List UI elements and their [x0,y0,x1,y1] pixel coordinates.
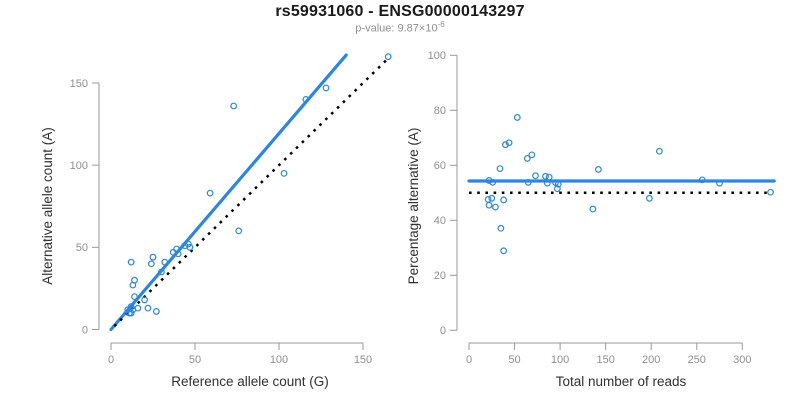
right-plot-point [492,203,499,211]
right-plot-point [589,205,597,213]
right-plot-point [524,178,532,186]
axes-layer: 0 50 100 150 0 50 100 150 0 20 40 60 80 100 0 50 100 150 2… [70,50,752,366]
left-plot-point [302,96,310,103]
pvalue-exponent: -6 [437,20,445,29]
left-plot-point [280,169,288,177]
left-plot-point [184,240,192,248]
right-plot-point [698,176,706,184]
left-plot-x-tick-label: 150 [354,354,372,366]
left-plot-x-tick-label: 50 [189,354,201,366]
right-plot-y-tick-label: 0 [440,325,446,337]
right-plot-point [543,179,551,187]
right-plot-point [523,155,531,162]
right-plot-point [513,114,521,121]
right-plot-point [488,194,496,202]
right-plot-point [484,195,492,203]
right-plot-point [545,173,553,181]
left-plot-identity-line [113,55,391,328]
left-plot-point [235,227,243,235]
right-plot-y-axis-title: Percentage alternative (A) [406,128,421,285]
right-plot-point [505,139,513,147]
left-plot-point [384,53,392,61]
left-plot-point [230,102,238,110]
right-plot-y-tick-label: 60 [434,160,446,172]
right-plot-y-tick-label: 80 [434,105,446,117]
right-plot-x-tick-label: 200 [642,354,660,366]
left-plot-y-tick-label: 150 [70,78,88,90]
right-plot-point [716,179,723,187]
left-plot-y-tick-label: 100 [70,160,88,172]
left-plot-point [134,304,142,312]
right-plot-point [594,166,602,173]
left-plot-point [141,296,149,304]
left-plot-point [147,260,155,268]
left-plot-point [131,293,138,301]
left-plot-point [149,253,157,261]
right-plot-point [485,201,493,209]
right-plot-x-axis-title: Total number of reads [556,374,687,389]
right-plot-point [542,172,549,180]
plot-subtitle: p-value: 9.87×10-6 [0,20,800,35]
right-plot-y-tick-label: 20 [434,270,446,282]
left-plot-y-axis-title: Alternative allele count (A) [40,127,55,285]
right-plot-x-tick-label: 300 [733,354,751,366]
left-plot-fit-line [109,53,348,332]
right-plot-point [553,185,561,193]
right-plot-y-tick-label: 40 [434,215,446,227]
right-plot-point [497,224,505,232]
right-plot-x-tick-label: 0 [466,354,472,366]
plot-title: rs59931060 - ENSG00000143297 [275,3,525,20]
right-plot-point [552,179,559,187]
left-plot-point [169,248,177,256]
right-plot-point [496,165,504,173]
left-plot-point [186,243,194,251]
left-plot-x-axis-title: Reference allele count (G) [171,374,329,389]
left-plot-point [322,84,330,92]
right-plot-point [767,188,774,196]
right-plot-point [500,247,508,255]
left-plot-y-tick-label: 0 [82,324,88,336]
right-plot-point [645,194,653,202]
right-plot-point [485,177,493,184]
right-plot-x-tick-label: 50 [508,354,520,366]
left-plot-point [129,281,137,289]
right-plot-point [489,178,497,186]
left-plot-point [144,304,152,312]
right-plot-point [500,196,508,204]
left-plot-point [152,308,160,315]
right-plot-x-tick-label: 150 [596,354,614,366]
left-plot-x-tick-label: 0 [108,354,114,366]
left-plot-y-tick-label: 50 [76,242,88,254]
left-plot-point [206,189,214,197]
left-plot-point [126,309,133,317]
data-layer [109,53,776,332]
right-plot-y-tick-label: 100 [428,50,446,62]
right-plot-point [502,141,509,149]
left-plot-point [161,258,169,266]
left-plot-x-tick-label: 100 [270,354,288,366]
left-plot-point [127,258,135,266]
right-plot-point [655,147,663,155]
pvalue-text: p-value: 9.87×10 [355,22,438,35]
right-plot-x-tick-label: 100 [551,354,569,366]
left-plot-point [157,268,165,276]
right-plot-point [528,151,536,159]
right-plot-x-tick-label: 250 [688,354,706,366]
right-plot-point [532,172,539,180]
